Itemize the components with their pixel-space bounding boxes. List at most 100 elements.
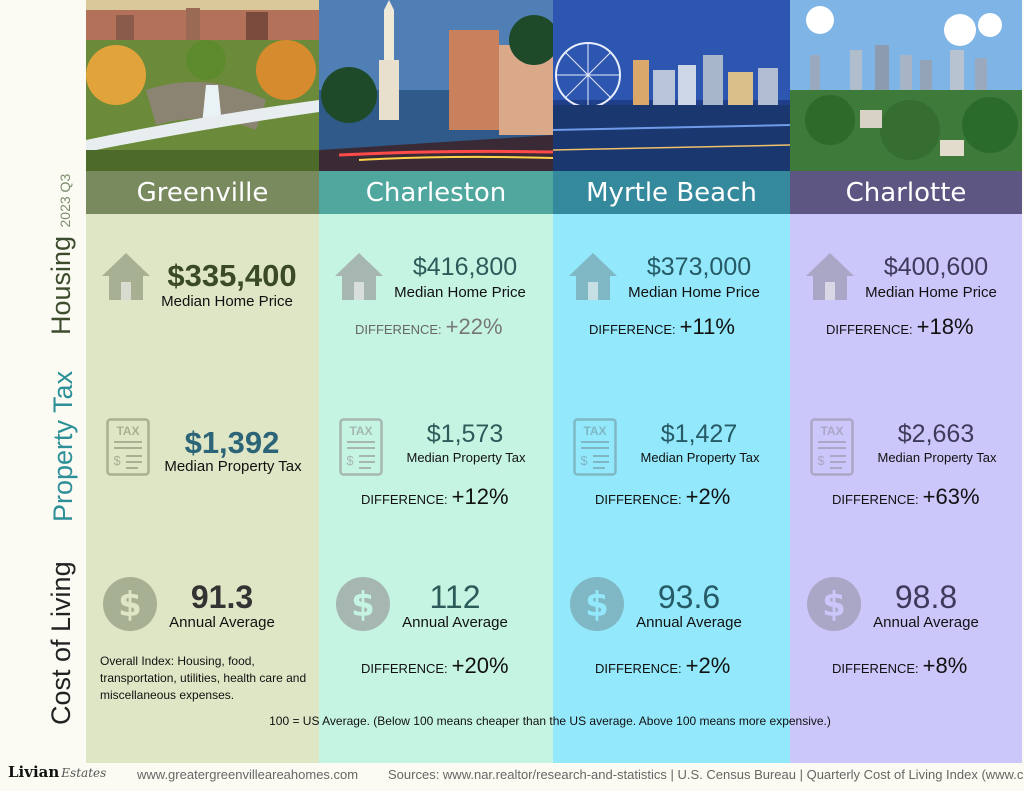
city-photo xyxy=(319,0,553,171)
property-tax-difference: DIFFERENCE: +2% xyxy=(595,484,730,510)
median-property-tax: $2,663 xyxy=(897,420,975,448)
svg-text:$: $ xyxy=(817,453,825,468)
housing-row-label: Housing 2023 Q3 xyxy=(46,174,77,335)
brand-logo: Livian Estates xyxy=(8,763,106,781)
median-property-tax: $1,427 xyxy=(660,420,738,448)
difference-value: +18% xyxy=(916,314,974,339)
city-column-myrtle-beach: Myrtle Beach $373,000 Median Home Price DIF… xyxy=(553,0,790,763)
city-name: Charlotte xyxy=(845,177,967,208)
property-tax-difference: DIFFERENCE: +63% xyxy=(832,484,980,510)
svg-text:$: $ xyxy=(113,453,121,468)
city-column-charlotte: Charlotte $400,600 Median Home Price DIFFER… xyxy=(790,0,1022,763)
tax-document-icon: TAX $ xyxy=(339,418,383,481)
difference-value: +63% xyxy=(922,484,980,509)
difference-label: DIFFERENCE: xyxy=(595,492,682,507)
difference-value: +22% xyxy=(445,314,503,339)
website-link[interactable]: www.greatergreenvilleareahomes.com xyxy=(137,767,359,782)
svg-text:TAX: TAX xyxy=(820,424,843,438)
svg-text:TAX: TAX xyxy=(583,424,606,438)
svg-text:$: $ xyxy=(585,585,609,625)
city-name-header: Charlotte xyxy=(790,171,1022,214)
dollar-coin-icon: $ xyxy=(806,576,862,637)
house-icon xyxy=(567,250,619,307)
cost-of-living-index: 112 xyxy=(429,579,481,615)
city-column-charleston: Charleston $416,800 Median Home Price DIFFE… xyxy=(319,0,553,763)
difference-label: DIFFERENCE: xyxy=(361,661,448,676)
home-price-difference: DIFFERENCE: +22% xyxy=(355,314,503,340)
house-icon xyxy=(333,250,385,307)
svg-text:TAX: TAX xyxy=(116,424,139,438)
housing-period-label: 2023 Q3 xyxy=(57,173,73,228)
city-body xyxy=(86,214,319,763)
logo-script-text: Estates xyxy=(61,766,107,780)
city-name: Greenville xyxy=(136,177,269,208)
city-photo xyxy=(553,0,790,171)
us-average-footnote: 100 = US Average. (Below 100 means cheap… xyxy=(269,714,831,728)
footer: Livian Estates www.greatergreenvilleareah… xyxy=(0,763,1024,791)
city-name-header: Myrtle Beach xyxy=(553,171,790,214)
median-home-price: $373,000 xyxy=(646,253,752,281)
tax-document-icon: TAX $ xyxy=(573,418,617,481)
difference-label: DIFFERENCE: xyxy=(832,661,919,676)
house-icon xyxy=(804,250,856,307)
difference-value: +20% xyxy=(451,653,509,678)
city-name-header: Greenville xyxy=(86,171,319,214)
svg-text:$: $ xyxy=(822,585,846,625)
difference-label: DIFFERENCE: xyxy=(355,322,442,337)
cost-of-living-label: Annual Average xyxy=(873,614,979,631)
difference-value: +8% xyxy=(922,653,968,678)
sources-text: Sources: www.nar.realtor/research-and-st… xyxy=(388,767,1024,782)
overall-index-note: Overall Index: Housing, food, transporta… xyxy=(100,654,307,702)
cost-of-living-row-label: Cost of Living xyxy=(46,561,76,725)
difference-value: +2% xyxy=(685,653,731,678)
median-property-tax: $1,573 xyxy=(426,420,504,448)
cost-of-living-difference: DIFFERENCE: +8% xyxy=(832,653,967,679)
svg-text:$: $ xyxy=(351,585,375,625)
svg-text:TAX: TAX xyxy=(349,424,372,438)
median-property-tax-label: Median Property Tax xyxy=(877,450,997,465)
median-home-price-label: Median Home Price xyxy=(394,284,526,301)
cost-of-living-index: 91.3 xyxy=(190,579,254,615)
dollar-coin-icon: $ xyxy=(335,576,391,637)
median-home-price: $416,800 xyxy=(412,253,518,281)
city-column-greenville: Greenville $335,400 Median Home Price TAX $ $… xyxy=(86,0,319,763)
city-photo xyxy=(86,0,319,171)
city-body xyxy=(319,214,553,763)
property-tax-difference: DIFFERENCE: +12% xyxy=(361,484,509,510)
city-body xyxy=(553,214,790,763)
median-property-tax-label: Median Property Tax xyxy=(640,450,760,465)
housing-label: Housing xyxy=(46,235,76,335)
median-home-price-label: Median Home Price xyxy=(628,284,760,301)
cost-of-living-index: 98.8 xyxy=(894,579,958,615)
cost-of-living-label: Annual Average xyxy=(169,614,275,631)
svg-text:$: $ xyxy=(346,453,354,468)
house-icon xyxy=(100,250,152,307)
cost-of-living-label: Annual Average xyxy=(402,614,508,631)
difference-label: DIFFERENCE: xyxy=(826,322,913,337)
tax-document-icon: TAX $ xyxy=(810,418,854,481)
median-home-price-label: Median Home Price xyxy=(161,293,293,310)
difference-label: DIFFERENCE: xyxy=(361,492,448,507)
home-price-difference: DIFFERENCE: +18% xyxy=(826,314,974,340)
city-name-header: Charleston xyxy=(319,171,553,214)
difference-value: +11% xyxy=(679,314,735,339)
difference-label: DIFFERENCE: xyxy=(832,492,919,507)
cost-of-living-label: Annual Average xyxy=(636,614,742,631)
median-property-tax-label: Median Property Tax xyxy=(164,458,302,475)
difference-value: +2% xyxy=(685,484,731,509)
difference-label: DIFFERENCE: xyxy=(589,322,676,337)
city-photo xyxy=(790,0,1022,171)
dollar-coin-icon: $ xyxy=(569,576,625,637)
home-price-difference: DIFFERENCE: +11% xyxy=(589,314,735,340)
median-property-tax: $1,392 xyxy=(184,425,280,460)
logo-text: Livian xyxy=(8,763,60,781)
cost-of-living-index: 93.6 xyxy=(657,579,721,615)
median-property-tax-label: Median Property Tax xyxy=(406,450,526,465)
city-name: Myrtle Beach xyxy=(586,177,757,208)
median-home-price: $335,400 xyxy=(167,258,297,293)
difference-value: +12% xyxy=(451,484,509,509)
cost-of-living-difference: DIFFERENCE: +20% xyxy=(361,653,509,679)
dollar-coin-icon: $ xyxy=(102,576,158,637)
svg-text:$: $ xyxy=(118,585,142,625)
median-home-price-label: Median Home Price xyxy=(865,284,997,301)
